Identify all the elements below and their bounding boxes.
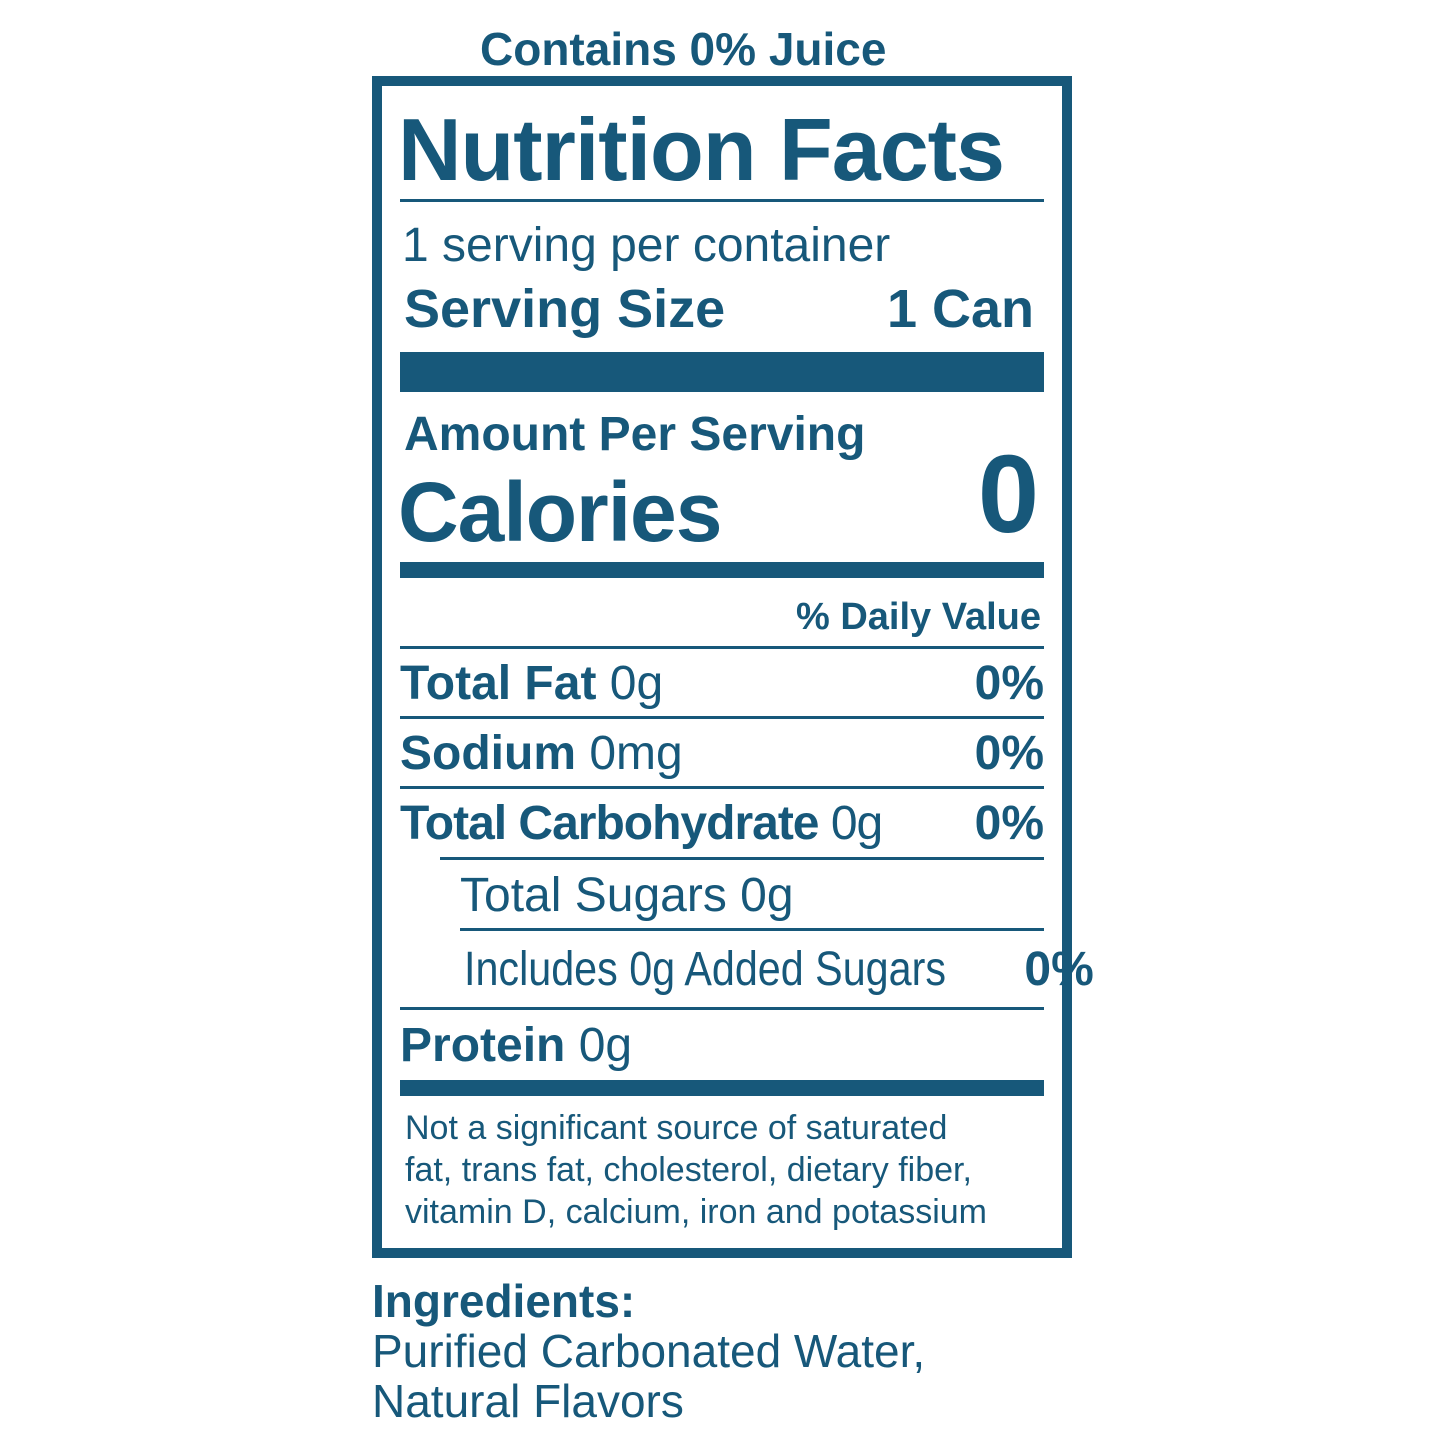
nutrition-facts-panel (372, 76, 1072, 1258)
serving-size-row: Serving Size 1 Can (400, 282, 1044, 336)
footnote-line: fat, trans fat, cholesterol, dietary fib… (405, 1151, 972, 1189)
ingredients-label: Ingredients: (372, 1275, 636, 1327)
footnote-line: vitamin D, calcium, iron and potassium (405, 1193, 988, 1231)
divider (400, 1007, 1044, 1010)
divider (400, 716, 1044, 719)
nutrient-name: Includes 0g Added Sugars (464, 943, 946, 996)
divider (440, 857, 1044, 860)
nutrient-amount: 0mg (589, 727, 683, 780)
servings-per-container: 1 serving per container (402, 219, 891, 272)
medium-divider (400, 1080, 1044, 1096)
calories-label: Calories (398, 465, 722, 559)
nutrient-row-carbohydrate: Total Carbohydrate 0g 0% (400, 800, 1044, 848)
nutrient-dv: 0% (974, 727, 1044, 780)
serving-size-label: Serving Size (404, 279, 726, 339)
nutrient-row-total-sugars: Total Sugars 0g (460, 869, 794, 922)
divider (400, 646, 1044, 649)
nutrient-row-sodium: Sodium 0mg 0% (400, 730, 1044, 778)
nutrient-name: Protein (400, 1019, 566, 1072)
nutrient-name: Sodium (400, 727, 576, 780)
juice-note: Contains 0% Juice (480, 23, 887, 75)
medium-divider (400, 562, 1044, 578)
nutrient-name: Total Fat (400, 657, 597, 710)
daily-value-header: % Daily Value (795, 596, 1041, 638)
amount-per-serving: Amount Per Serving (404, 408, 866, 461)
thick-divider (400, 352, 1044, 392)
nutrient-row-added-sugars: Includes 0g Added Sugars 0% (464, 943, 1094, 996)
divider (400, 199, 1044, 202)
divider (400, 786, 1044, 789)
divider (460, 928, 1044, 931)
serving-size-value: 1 Can (886, 279, 1034, 339)
panel-title: Nutrition Facts (398, 100, 1005, 199)
ingredients-line: Purified Carbonated Water, (372, 1325, 926, 1377)
calories-value: 0 (977, 433, 1039, 556)
nutrient-dv: 0% (974, 797, 1044, 850)
nutrient-dv: 0% (974, 657, 1044, 710)
nutrient-name: Total Carbohydrate (400, 797, 819, 850)
nutrient-dv: 0% (1024, 943, 1094, 996)
nutrient-row-protein: Protein 0g (400, 1022, 1044, 1070)
footnote-line: Not a significant source of saturated (405, 1109, 948, 1147)
ingredients-line: Natural Flavors (372, 1375, 684, 1427)
nutrient-amount: 0g (578, 1019, 633, 1072)
nutrient-amount: 0g (830, 797, 883, 850)
nutrient-amount: 0g (609, 657, 664, 710)
nutrient-row-total-fat: Total Fat 0g 0% (400, 660, 1044, 708)
